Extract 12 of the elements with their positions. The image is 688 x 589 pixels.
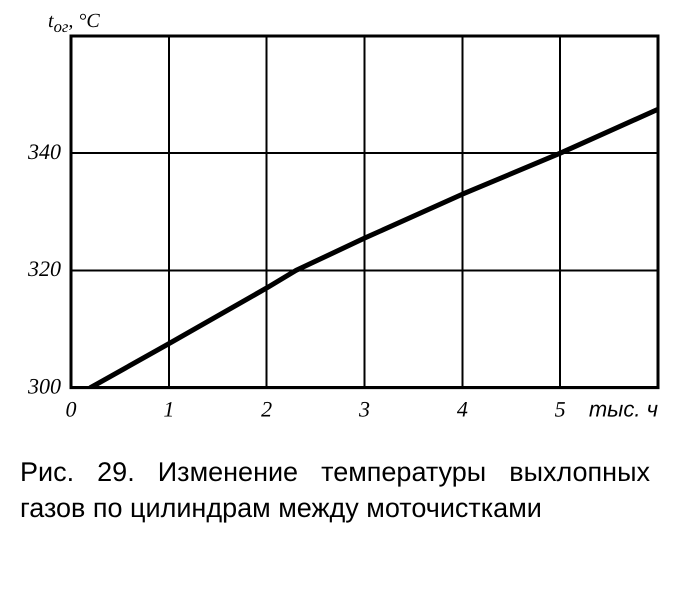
text: Рис. 29. Изменение температуры выхлопных газов по цилиндрам между моточистками <box>20 456 650 525</box>
x-tick-label: 4 <box>456 396 468 422</box>
x-tick-label: 2 <box>261 396 272 422</box>
y-axis-title: t$_{ог}$, °C <box>48 10 100 37</box>
x-tick-label: 3 <box>358 396 370 422</box>
x-axis-title: тыс. ч <box>588 396 658 422</box>
y-tick-label: 340 <box>27 138 61 164</box>
x-tick-label: 5 <box>554 396 566 422</box>
y-tick-label: 300 <box>27 373 61 398</box>
x-tick-label: 0 <box>66 396 76 422</box>
y-tick-label: 320 <box>27 256 61 282</box>
x-tick-label: 1 <box>163 396 174 422</box>
